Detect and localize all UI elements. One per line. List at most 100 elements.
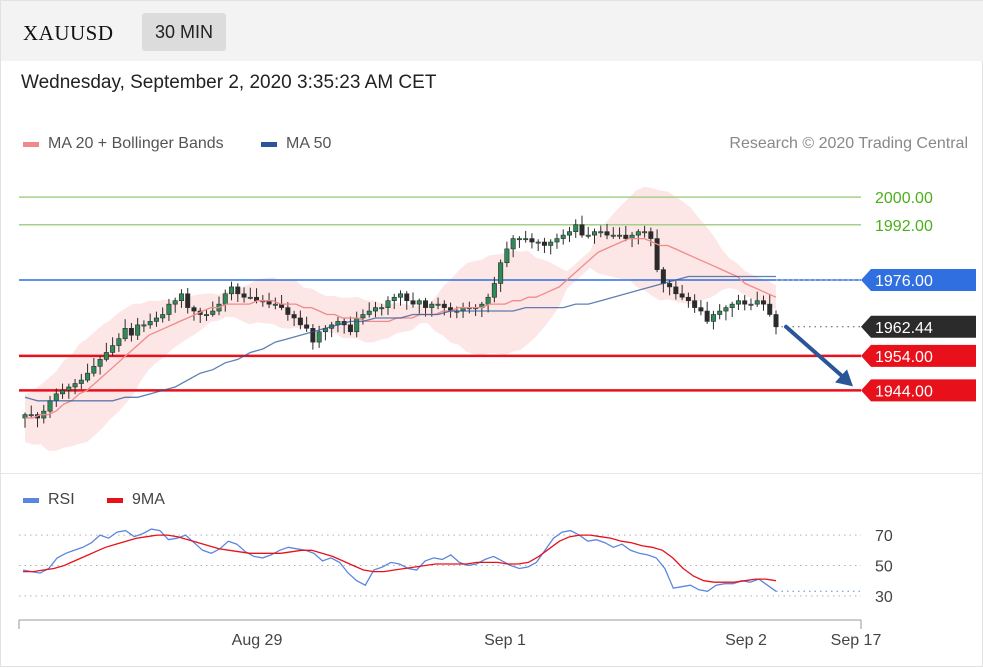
candle-body	[535, 241, 541, 244]
candle-body	[379, 307, 385, 310]
candle-body	[128, 328, 134, 336]
candle-body	[523, 238, 529, 241]
candle-body	[116, 338, 122, 346]
candle-body	[172, 300, 178, 305]
timeframe-button[interactable]: 30 MIN	[142, 13, 226, 51]
rsi-ma-line	[23, 534, 777, 583]
candle-body	[372, 307, 378, 312]
ma50-label: MA 50	[286, 135, 332, 152]
candle-body	[235, 286, 241, 295]
candle-body	[404, 293, 410, 301]
candle-body	[510, 238, 516, 250]
candle-body	[660, 269, 666, 284]
candle-body	[654, 238, 660, 270]
chart-datetime: Wednesday, September 2, 2020 3:35:23 AM …	[21, 72, 437, 93]
candle-body	[85, 372, 91, 381]
candle-body	[391, 296, 397, 301]
candle-body	[241, 293, 247, 298]
candle-body	[147, 321, 153, 326]
candle-body	[285, 307, 291, 315]
candle-body	[360, 314, 366, 319]
candle-body	[141, 324, 147, 327]
candle-body	[498, 262, 504, 284]
rsi-tick-30: 30	[875, 589, 893, 606]
rsi-line	[22, 528, 777, 592]
research-credit: Research © 2020 Trading Central	[729, 135, 968, 152]
candle-body	[617, 234, 623, 237]
forecast-arrow-head	[835, 369, 853, 387]
candle-body	[103, 352, 109, 360]
candle-body	[178, 293, 184, 301]
candle-body	[78, 379, 84, 384]
candle-body	[491, 283, 497, 298]
candle-body	[679, 293, 685, 298]
candle-body	[160, 314, 166, 319]
candle-body	[704, 310, 710, 322]
candle-body	[642, 231, 648, 234]
candle-body	[60, 390, 66, 395]
candle-body	[516, 238, 522, 241]
candle-body	[185, 293, 191, 308]
level-label-2000-00: 2000.00	[875, 190, 933, 207]
candle-body	[767, 303, 773, 315]
ma20-label: MA 20 + Bollinger Bands	[48, 135, 224, 152]
level-tag-1954-00	[861, 344, 976, 367]
candle-body	[66, 386, 72, 391]
ma9-swatch	[107, 497, 123, 503]
legend-ma20: MA 20 + Bollinger Bands	[23, 135, 224, 153]
symbol-label: XAUUSD	[23, 21, 114, 45]
bollinger-band	[25, 186, 776, 451]
candles	[22, 215, 779, 428]
level-tag-1944-00	[861, 379, 976, 402]
legend-9ma: 9MA	[107, 491, 165, 509]
candle-body	[97, 359, 103, 367]
candle-body	[579, 224, 585, 236]
candle-body	[153, 317, 159, 322]
candle-body	[410, 300, 416, 305]
candle-body	[592, 231, 597, 236]
candle-body	[435, 303, 441, 306]
candle-body	[710, 314, 716, 322]
candle-body	[685, 296, 691, 301]
candle-body	[304, 324, 310, 329]
candle-body	[135, 324, 141, 336]
level-tag-text-1976-00: 1976.00	[875, 273, 933, 290]
ma50-swatch	[261, 141, 277, 147]
candle-body	[247, 296, 253, 299]
level-tag-text-1962-44: 1962.44	[875, 320, 933, 337]
ma20-swatch	[23, 141, 39, 147]
candle-body	[698, 307, 704, 312]
candle-body	[529, 238, 535, 243]
candle-body	[297, 317, 303, 326]
candle-body	[366, 310, 372, 315]
candle-body	[541, 241, 547, 246]
candle-body	[485, 296, 491, 305]
candle-body	[272, 303, 278, 306]
panel-divider	[1, 473, 983, 474]
candle-body	[347, 324, 353, 333]
candle-body	[610, 234, 616, 237]
x-tick-sep-1: Sep 1	[484, 632, 526, 649]
candle-body	[623, 234, 629, 239]
x-tick-aug-29: Aug 29	[232, 632, 283, 649]
candle-body	[754, 300, 760, 305]
candle-body	[773, 314, 779, 328]
candle-body	[604, 231, 610, 236]
candle-body	[423, 300, 429, 308]
candle-body	[566, 231, 572, 236]
forecast-arrow-shaft	[784, 324, 849, 383]
candle-body	[191, 307, 197, 312]
ma9-label: 9MA	[132, 491, 165, 508]
level-tag-1962-44	[861, 315, 976, 338]
candle-body	[598, 231, 604, 234]
rsi-swatch	[23, 497, 39, 503]
candle-body	[723, 307, 729, 312]
candle-body	[166, 303, 172, 315]
candle-body	[673, 286, 679, 295]
level-label-1992-00: 1992.00	[875, 218, 933, 235]
candle-body	[416, 300, 422, 305]
candle-body	[291, 314, 297, 319]
candle-body	[548, 241, 554, 246]
candle-body	[316, 331, 322, 343]
